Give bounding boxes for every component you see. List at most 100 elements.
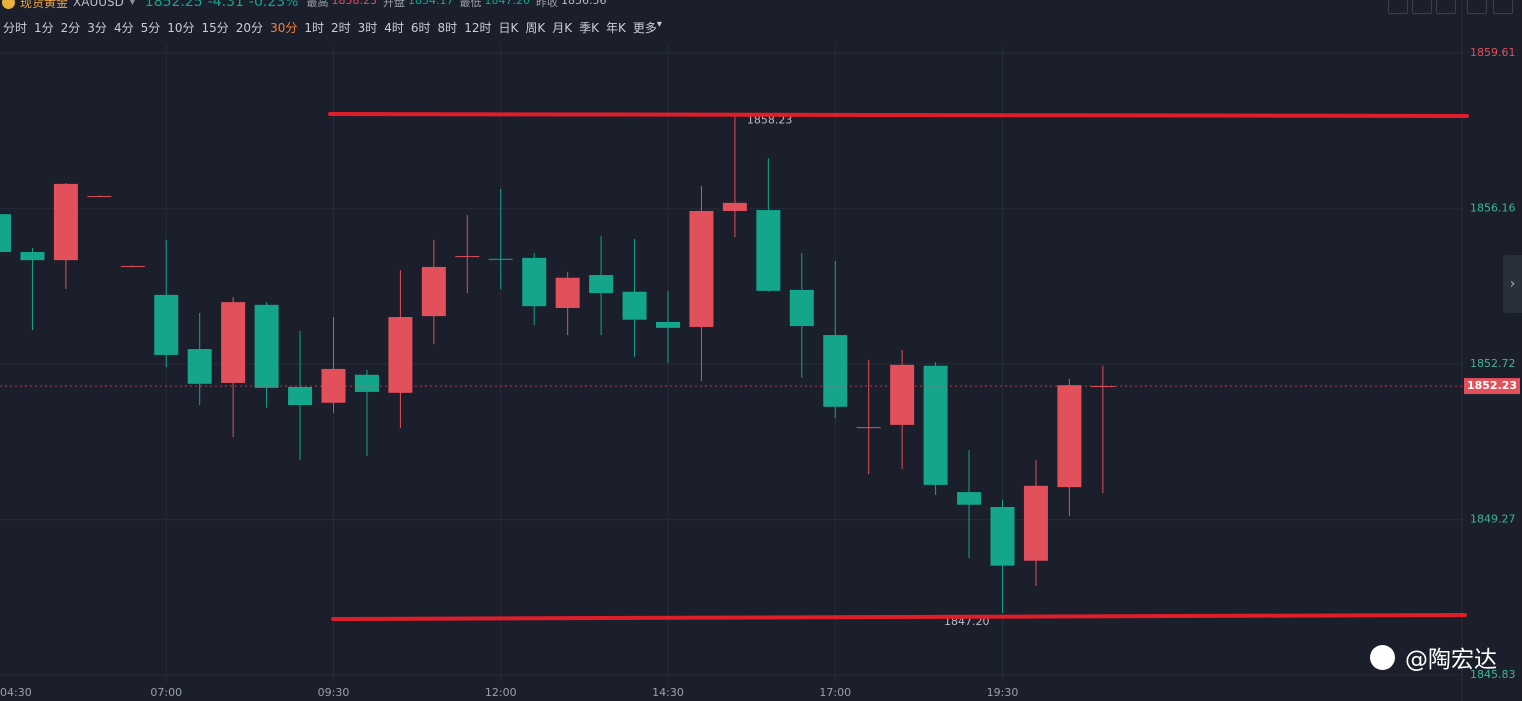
side-panel-toggle[interactable]: › xyxy=(1503,255,1522,313)
candle-body xyxy=(354,374,379,392)
dropdown-caret[interactable]: ▼ xyxy=(128,0,136,7)
x-tick-label: 04:30 xyxy=(0,686,32,699)
period-button[interactable]: 年K xyxy=(605,21,626,35)
candle-body xyxy=(756,210,781,291)
symbol-code[interactable]: XAUUSD xyxy=(73,0,124,9)
period-button[interactable]: 4分 xyxy=(113,21,134,35)
candle-body xyxy=(0,214,11,253)
candle-body xyxy=(20,252,45,261)
candle-body xyxy=(555,277,580,308)
period-button[interactable]: 月K xyxy=(552,21,573,35)
candle-body xyxy=(856,427,881,429)
last-price-label: 1852.23 xyxy=(1467,379,1517,392)
stat-value: 1856.56 xyxy=(560,0,607,7)
candle-body xyxy=(53,183,78,261)
candle-body xyxy=(622,291,647,320)
x-tick-label: 14:30 xyxy=(652,686,684,699)
x-tick-label: 12:00 xyxy=(485,686,517,699)
period-button[interactable]: 8时 xyxy=(437,21,458,35)
y-tick-label: 1859.61 xyxy=(1470,46,1516,59)
period-button[interactable]: 1时 xyxy=(304,21,324,35)
period-button[interactable]: 3时 xyxy=(357,21,378,35)
change-pct: -0.23% xyxy=(248,0,299,10)
period-button[interactable]: 2分 xyxy=(60,21,81,35)
tool-button[interactable] xyxy=(1412,0,1432,14)
period-button[interactable]: 5分 xyxy=(140,21,161,35)
period-button[interactable]: 1分 xyxy=(34,21,54,35)
period-button[interactable]: 分时 xyxy=(3,21,28,35)
period-button[interactable]: 30分 xyxy=(270,21,298,35)
candle-body xyxy=(522,257,547,307)
stat-label: 昨收 xyxy=(535,0,558,9)
x-tick-label: 07:00 xyxy=(150,686,182,699)
stats: 最高 1858.23 开盘 1854.17 最低 1847.20 昨收 1856.56 xyxy=(303,0,606,10)
period-button[interactable]: 季K xyxy=(579,21,599,35)
x-tick-label: 09:30 xyxy=(318,686,350,699)
change: -4.31 xyxy=(207,0,244,10)
stat-label: 最高 xyxy=(306,0,329,9)
stat-value: 1854.17 xyxy=(407,0,454,7)
stat-value: 1858.23 xyxy=(331,0,377,7)
last-price-tag xyxy=(1464,378,1520,395)
watermark-icon xyxy=(1370,645,1395,670)
x-tick-label: 17:00 xyxy=(819,686,851,699)
tool-button[interactable] xyxy=(1436,0,1456,14)
period-bar: 分时 1分 2分 3分 4分 5分 10分 15分 20分 30分 1时 2时 3时 4时 6时 8时 12时日… xyxy=(3,19,662,36)
period-button[interactable]: 日K xyxy=(498,21,519,35)
candle-body xyxy=(254,304,279,388)
candle-body xyxy=(388,317,413,393)
candle-body xyxy=(923,365,948,485)
period-button[interactable]: 周K xyxy=(525,21,546,35)
candle-body xyxy=(187,349,212,384)
period-button[interactable]: 12时 xyxy=(464,21,492,35)
stat-label: 开盘 xyxy=(382,0,405,9)
tool-button[interactable] xyxy=(1493,0,1513,14)
y-tick-label: 1845.83 xyxy=(1470,668,1516,681)
stat-value: 1847.20 xyxy=(484,0,530,7)
candle-body xyxy=(120,266,145,268)
candle-body xyxy=(823,335,848,407)
candle-body xyxy=(689,210,714,327)
candle-body xyxy=(589,275,614,294)
symbol-name: 现货黄金 xyxy=(20,0,69,10)
period-button[interactable]: 2时 xyxy=(330,21,351,35)
coin-icon xyxy=(2,0,15,9)
x-tick-label: 19:30 xyxy=(987,686,1019,699)
candle-body xyxy=(890,364,915,425)
period-button[interactable]: 6时 xyxy=(410,21,431,35)
tool-button[interactable] xyxy=(1388,0,1408,14)
stat-label: 最低 xyxy=(459,0,482,9)
period-button[interactable]: 15分 xyxy=(201,21,229,35)
candle-body xyxy=(990,507,1015,566)
period-button[interactable]: 3分 xyxy=(87,21,107,35)
candle-body xyxy=(656,321,680,328)
candle-body xyxy=(421,266,446,317)
period-button[interactable]: 4时 xyxy=(384,21,404,35)
y-tick-label: 1856.16 xyxy=(1470,202,1516,215)
period-button[interactable]: 10分 xyxy=(167,21,195,35)
period-button[interactable]: 20分 xyxy=(235,21,264,35)
candle-body xyxy=(221,302,246,383)
candle-body xyxy=(957,492,982,505)
candle-body xyxy=(789,289,814,327)
resistance-line xyxy=(328,112,1469,118)
candle-body xyxy=(87,196,112,198)
quote-header: 现货黄金 XAUUSD ▼ 1852.25 -4.31 -0.23% 最高 185… xyxy=(2,0,606,10)
tool-button[interactable] xyxy=(1467,0,1487,14)
candle-body xyxy=(455,256,480,258)
candle-body xyxy=(154,294,179,355)
candle-body xyxy=(722,202,747,211)
candle-body xyxy=(288,386,313,406)
y-tick-label: 1849.27 xyxy=(1470,513,1516,526)
candle-body xyxy=(1057,385,1082,488)
caret[interactable]: ▾ xyxy=(656,19,662,30)
price: 1852.25 xyxy=(144,0,203,10)
candle-body xyxy=(488,258,513,260)
candle-body xyxy=(1023,485,1048,561)
period-button[interactable]: 更多 xyxy=(632,21,657,35)
candle-body xyxy=(1090,386,1115,388)
